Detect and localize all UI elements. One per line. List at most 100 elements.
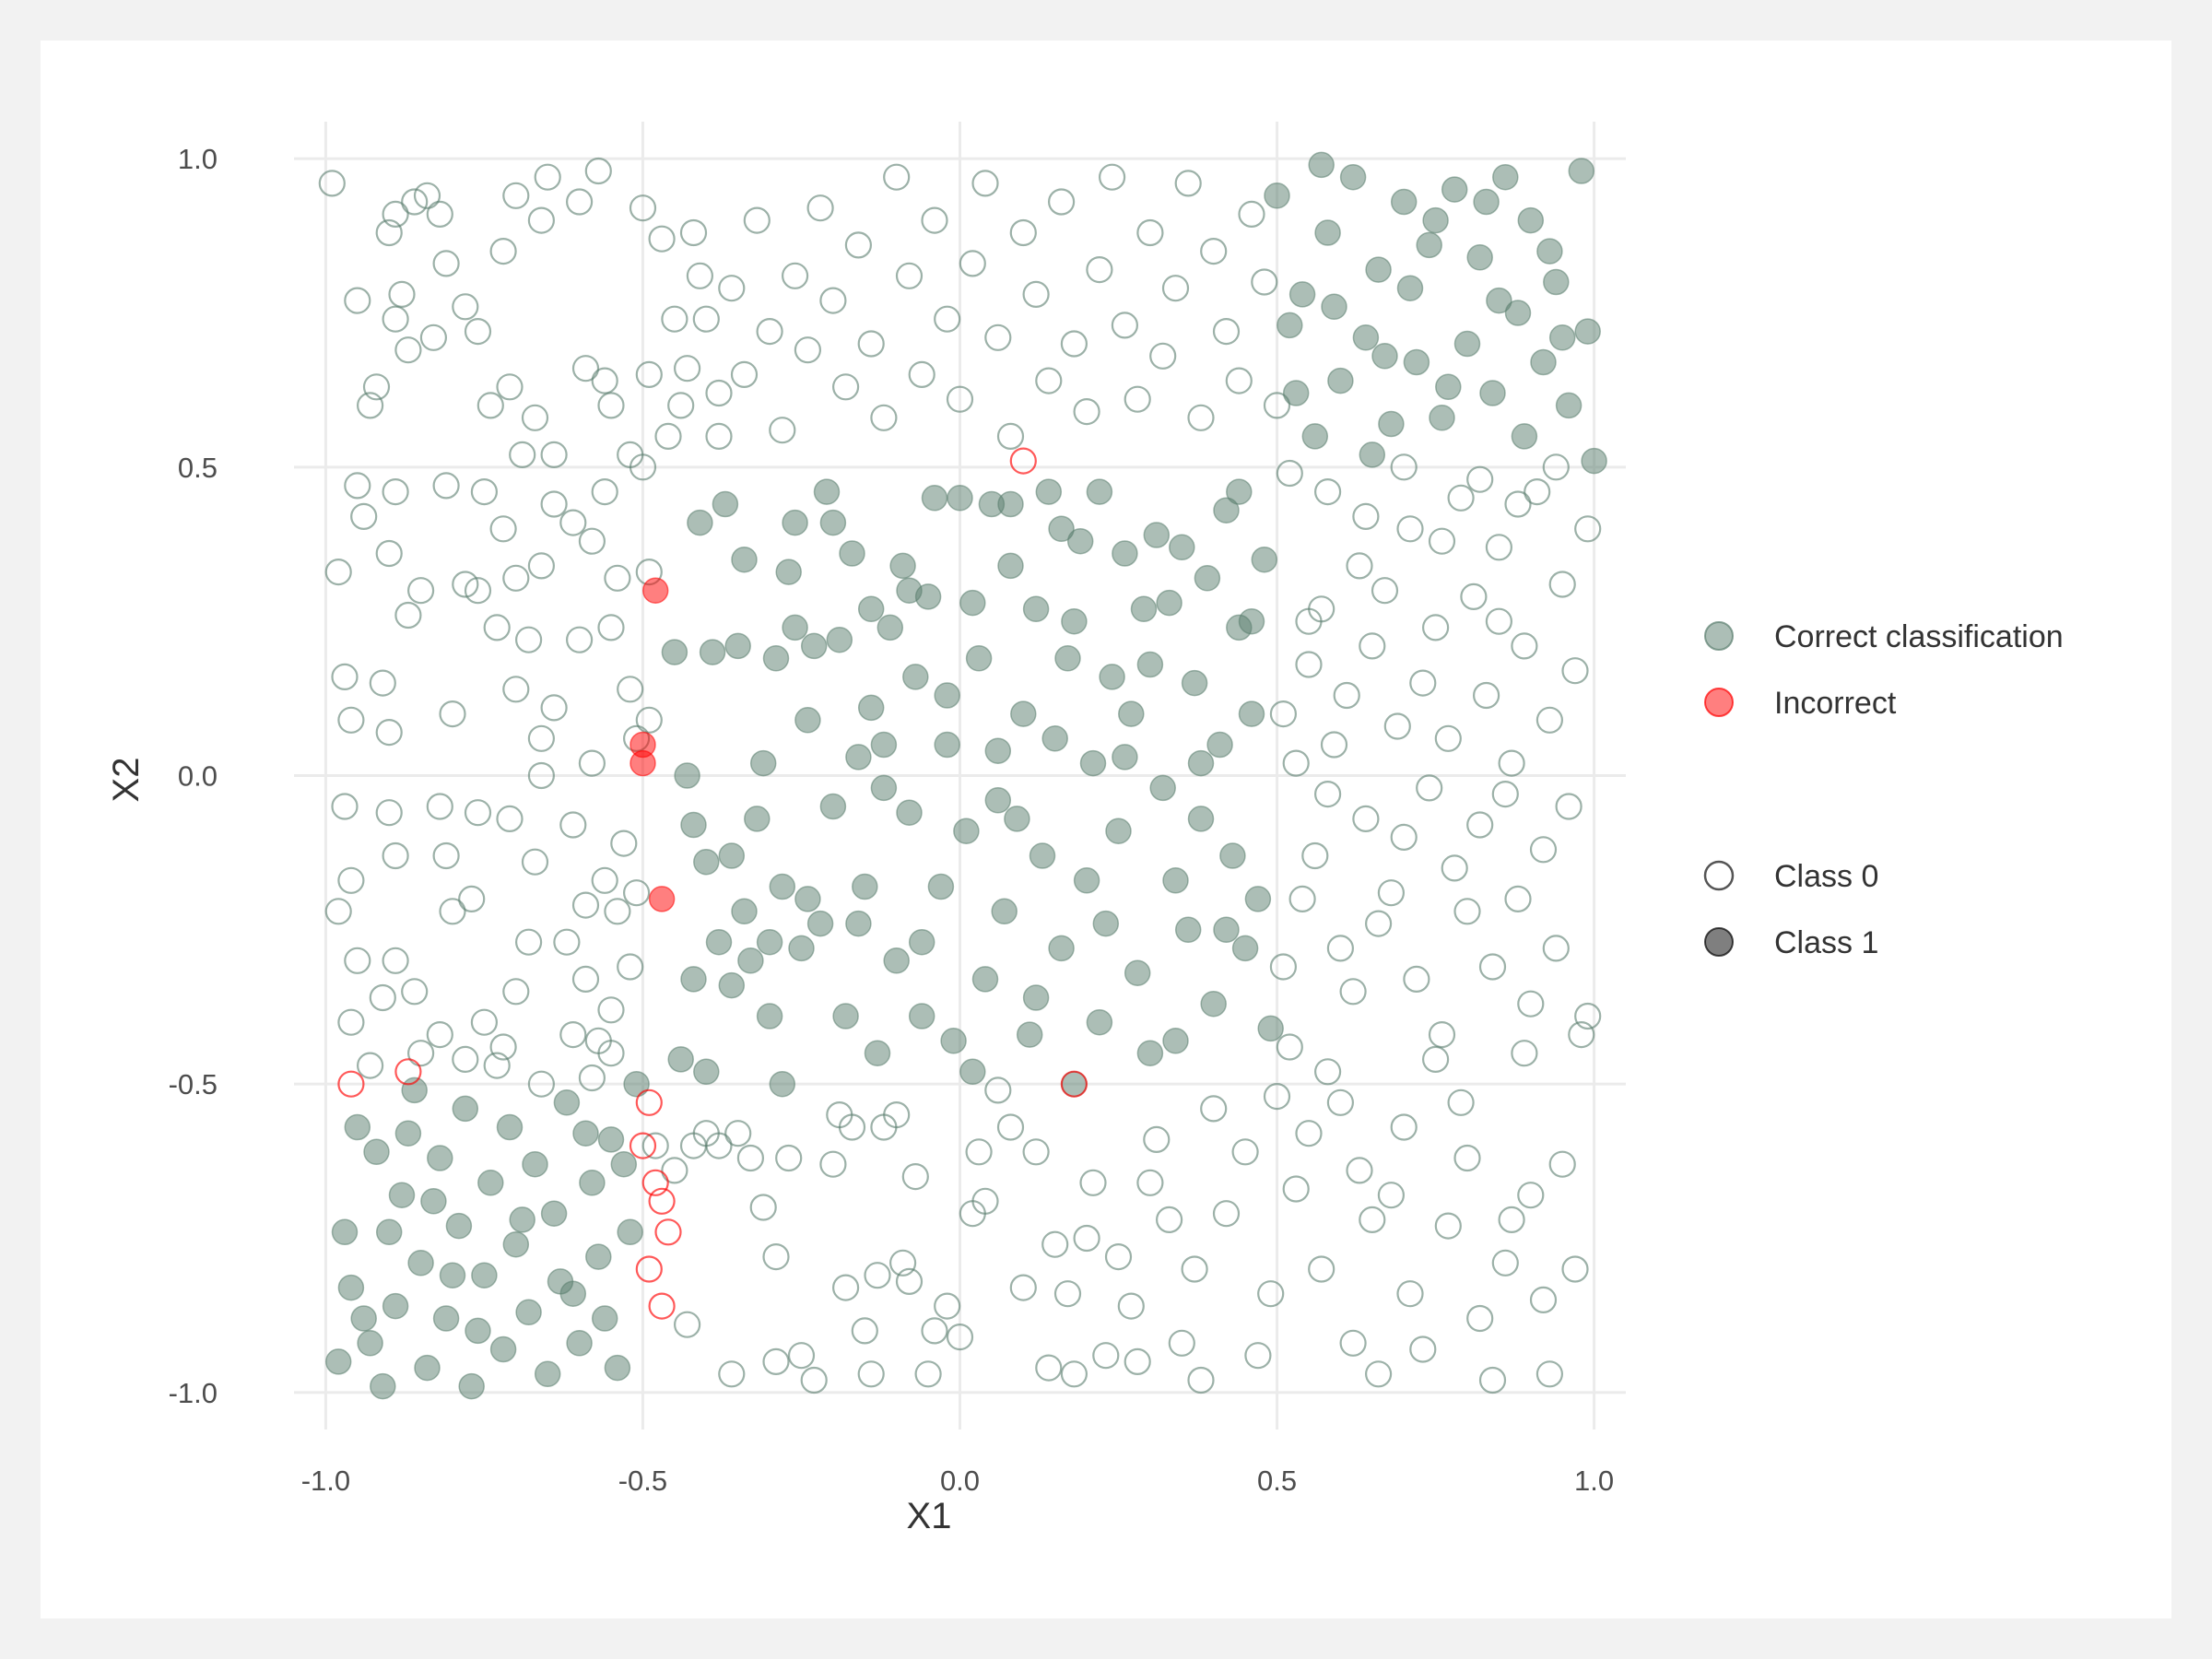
point-correct-class-0 [629, 453, 657, 481]
point-correct-class-1 [1124, 959, 1151, 986]
point-correct-class-0 [571, 355, 600, 382]
point-correct-class-0 [362, 373, 391, 401]
point-correct-class-0 [1434, 1212, 1462, 1240]
point-correct-class-0 [781, 262, 809, 289]
point-correct-class-0 [401, 978, 429, 1006]
point-correct-class-1 [889, 552, 916, 580]
point-correct-class-1 [1162, 867, 1189, 894]
point-correct-class-1 [1416, 231, 1442, 259]
point-correct-class-0 [527, 1070, 556, 1098]
point-correct-class-0 [1352, 502, 1380, 531]
point-correct-class-0 [635, 706, 663, 734]
point-correct-class-0 [1149, 342, 1177, 370]
point-correct-class-0 [584, 157, 612, 185]
point-correct-class-0 [1377, 879, 1406, 907]
point-correct-class-0 [1371, 577, 1399, 605]
point-correct-class-1 [1403, 348, 1430, 376]
point-correct-class-0 [673, 355, 701, 382]
point-correct-class-1 [1213, 916, 1240, 944]
point-correct-class-0 [965, 1138, 993, 1166]
point-correct-class-0 [318, 170, 346, 197]
point-correct-class-1 [610, 1150, 638, 1178]
point-correct-class-0 [1485, 607, 1513, 635]
point-correct-class-0 [509, 441, 536, 468]
point-correct-class-1 [1169, 534, 1195, 561]
legend-label-class-0: Class 0 [1774, 859, 1878, 894]
point-correct-class-0 [426, 1020, 453, 1049]
point-correct-class-0 [1187, 1366, 1215, 1394]
point-correct-class-1 [1530, 348, 1557, 376]
point-correct-class-0 [769, 417, 796, 444]
point-correct-class-0 [1555, 793, 1583, 820]
point-correct-class-1 [1099, 664, 1125, 690]
point-correct-class-0 [1416, 774, 1443, 802]
point-correct-class-1 [515, 1299, 542, 1326]
point-correct-class-0 [324, 898, 352, 925]
point-correct-class-1 [997, 490, 1024, 518]
point-correct-class-1 [896, 577, 923, 604]
point-correct-class-0 [540, 694, 568, 722]
point-incorrect-class-0 [394, 1058, 422, 1086]
point-correct-class-1 [921, 485, 948, 512]
legend-label-incorrect: Incorrect [1774, 686, 1897, 721]
point-correct-class-0 [1377, 1182, 1406, 1209]
y-tick-label: 0.0 [178, 760, 218, 793]
point-correct-class-1 [934, 682, 960, 709]
point-correct-class-0 [521, 848, 549, 876]
point-correct-class-1 [1022, 984, 1050, 1011]
point-correct-class-0 [1269, 953, 1298, 981]
point-correct-class-1 [902, 664, 929, 690]
point-correct-class-1 [1301, 423, 1329, 450]
point-correct-class-0 [984, 324, 1012, 351]
point-correct-class-1 [940, 1028, 967, 1054]
point-correct-class-1 [1568, 158, 1595, 184]
point-correct-class-1 [540, 1200, 568, 1227]
point-correct-class-0 [1409, 1335, 1437, 1363]
point-correct-class-0 [1478, 953, 1507, 981]
point-correct-class-1 [693, 848, 720, 876]
point-correct-class-1 [1200, 990, 1227, 1018]
point-correct-class-1 [331, 1218, 359, 1246]
point-correct-class-1 [534, 1360, 561, 1388]
point-correct-class-0 [597, 614, 625, 641]
point-correct-class-0 [1517, 1182, 1545, 1209]
point-correct-class-0 [1212, 318, 1241, 346]
point-correct-class-0 [489, 515, 517, 543]
point-correct-class-0 [1511, 632, 1538, 660]
point-correct-class-0 [1313, 478, 1342, 506]
point-correct-class-1 [350, 1305, 377, 1332]
point-correct-class-1 [432, 1305, 460, 1332]
point-correct-class-0 [1441, 854, 1468, 882]
point-correct-class-1 [687, 509, 713, 536]
y-tick-label: 1.0 [178, 143, 218, 175]
point-correct-class-0 [794, 336, 822, 364]
point-correct-class-0 [1568, 1020, 1595, 1049]
point-correct-class-0 [331, 663, 359, 691]
point-correct-class-0 [1339, 1329, 1367, 1357]
point-correct-class-0 [1359, 632, 1386, 660]
point-correct-class-1 [959, 1058, 986, 1086]
point-correct-class-1 [800, 632, 828, 660]
point-correct-class-1 [1308, 151, 1335, 179]
point-correct-class-1 [579, 1170, 606, 1196]
point-correct-class-0 [559, 509, 587, 536]
point-correct-class-0 [344, 472, 371, 500]
point-incorrect-class-1 [641, 577, 669, 604]
point-incorrect-class-0 [654, 1218, 682, 1246]
point-correct-class-1 [661, 639, 688, 665]
point-correct-class-0 [686, 262, 714, 289]
point-correct-class-0 [1535, 1360, 1564, 1388]
point-correct-class-0 [1104, 1242, 1133, 1271]
point-correct-class-1 [1504, 300, 1532, 326]
point-correct-class-0 [1060, 1360, 1088, 1388]
point-correct-class-0 [667, 392, 695, 419]
point-correct-class-0 [996, 422, 1025, 450]
point-correct-class-0 [901, 1162, 929, 1191]
point-correct-class-1 [502, 1230, 530, 1258]
point-correct-class-0 [496, 805, 524, 833]
point-correct-class-1 [1511, 423, 1538, 450]
point-correct-class-1 [832, 1003, 859, 1030]
point-correct-class-1 [1048, 515, 1075, 543]
point-correct-class-0 [350, 502, 378, 531]
point-correct-class-1 [1162, 1028, 1189, 1054]
